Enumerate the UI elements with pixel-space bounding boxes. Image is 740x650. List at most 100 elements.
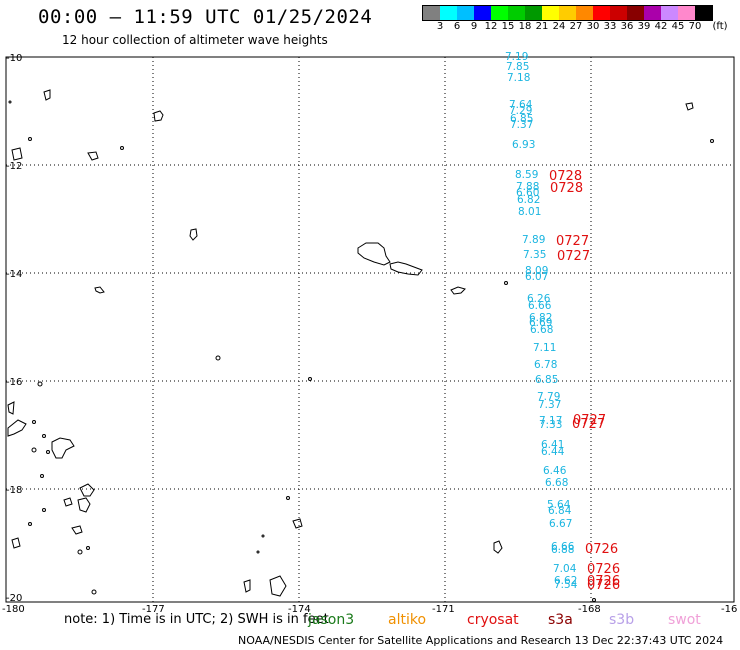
swh-values: 7.19 7.85 7.18 7.64 7.29 6.85 7.37 6.93 … [505,51,578,591]
color-scale-label: 9 [470,21,478,32]
swh-value: 6.66 [528,300,552,312]
color-scale-label: 6 [453,21,461,32]
color-swatch [576,6,593,20]
legend-s3a: s3a [548,612,573,628]
pass-label: 0726 [587,578,620,593]
swh-value: 6.44 [541,446,565,458]
map-subtitle: 12 hour collection of altimeter wave hei… [62,33,328,47]
color-scale-labels: 3 6 9 12 15 18 21 24 27 30 33 36 39 42 45 70 (ft) [422,21,732,35]
color-scale-bar [422,5,713,21]
lat-label: -10 [6,53,22,64]
lon-label: -16 [721,604,737,615]
pass-label: 0726 [587,574,620,589]
swh-value: 7.35 [523,249,546,261]
lon-label: -177 [142,604,165,615]
color-swatch [559,6,576,20]
color-scale-unit: (ft) [712,21,728,32]
color-swatch [440,6,457,20]
swh-value: 7.29 [509,105,532,117]
legend-s3b: s3b [609,612,635,628]
island-outlines [7,89,714,602]
color-swatch [661,6,678,20]
swh-value: 7.04 [553,563,577,575]
color-swatch [695,6,712,20]
swh-value: 7.85 [506,61,529,73]
swh-value: 8.01 [518,206,541,218]
pass-label: 0726 [585,542,618,557]
swh-value: 6.62 [554,575,577,587]
color-swatch [627,6,644,20]
longitude-labels: -180 -177 -174 -171 -168 -16 [2,604,737,615]
swh-value: 7.17 [539,415,562,427]
color-swatch [423,6,440,20]
pass-label: 0727 [572,417,605,432]
footer-credit: NOAA/NESDIS Center for Satellite Applica… [238,634,724,647]
map-frame [5,56,735,603]
swh-value: 7.89 [522,234,545,246]
swh-value: 7.18 [507,72,530,84]
color-swatch [491,6,508,20]
legend-jason3: jason3 [308,612,355,628]
swh-value: 7.33 [539,419,562,431]
color-swatch [542,6,559,20]
swh-value: 6.82 [517,194,540,206]
color-scale-label: 70 [688,21,702,32]
color-scale-label: 12 [484,21,498,32]
swh-value: 6.93 [512,139,535,151]
color-scale-label: 27 [569,21,583,32]
pass-label: 0727 [557,249,590,264]
lon-label: -168 [578,604,601,615]
swh-value: 6.85 [510,113,533,125]
lat-label: -12 [6,161,22,172]
swh-value: 6.69 [529,317,552,329]
color-scale-label: 30 [586,21,600,32]
swh-value: 6.68 [545,477,568,489]
swh-value: 7.37 [538,399,561,411]
color-swatch [457,6,474,20]
lon-label: -171 [432,604,455,615]
graticule [6,57,734,602]
swh-value: 6.84 [548,505,572,517]
swh-value: 8.09 [525,265,548,277]
legend-cryosat: cryosat [467,612,519,628]
legend-swot: swot [668,612,701,628]
pass-time-labels: 0728 0728 0727 0727 0727 0727 0726 0726 … [549,169,620,593]
legend-altiko: altiko [388,612,427,628]
color-swatch [678,6,695,20]
swh-value: 7.64 [509,99,533,111]
swh-value: 8.59 [515,169,538,181]
lon-label: -180 [2,604,25,615]
pass-label: 0727 [573,413,606,428]
color-scale-label: 24 [552,21,566,32]
color-swatch [474,6,491,20]
swh-value: 7.37 [510,119,533,131]
lat-label: -18 [6,485,22,496]
swh-value: 6.78 [534,359,557,371]
swh-value: 7.54 [554,579,578,591]
lat-label: -16 [6,377,22,388]
pass-label: 0728 [550,181,583,196]
color-scale-label: 36 [620,21,634,32]
latitude-labels: -10 -12 -14 -16 -18 -20 [6,53,22,604]
color-scale-label: 15 [501,21,515,32]
color-scale-label: 33 [603,21,617,32]
swh-value: 6.82 [529,312,552,324]
swh-value: 7.79 [537,391,560,403]
lat-label: -14 [6,269,22,280]
swh-value: 6.46 [543,465,567,477]
swh-value: 6.07 [525,271,548,283]
swh-value: 6.88 [551,544,574,556]
color-swatch [644,6,661,20]
color-scale-label: 21 [535,21,549,32]
swh-value: 7.88 [516,181,539,193]
swh-value: 6.26 [527,293,551,305]
swh-value: 6.41 [541,439,564,451]
swh-value: 5.64 [547,499,571,511]
swh-value: 6.68 [530,324,553,336]
swh-value: 7.19 [505,51,528,63]
map-note: note: 1) Time is in UTC; 2) SWH is in fe… [64,612,329,627]
color-swatch [610,6,627,20]
pass-label: 0728 [549,169,582,184]
color-scale-label: 3 [436,21,444,32]
